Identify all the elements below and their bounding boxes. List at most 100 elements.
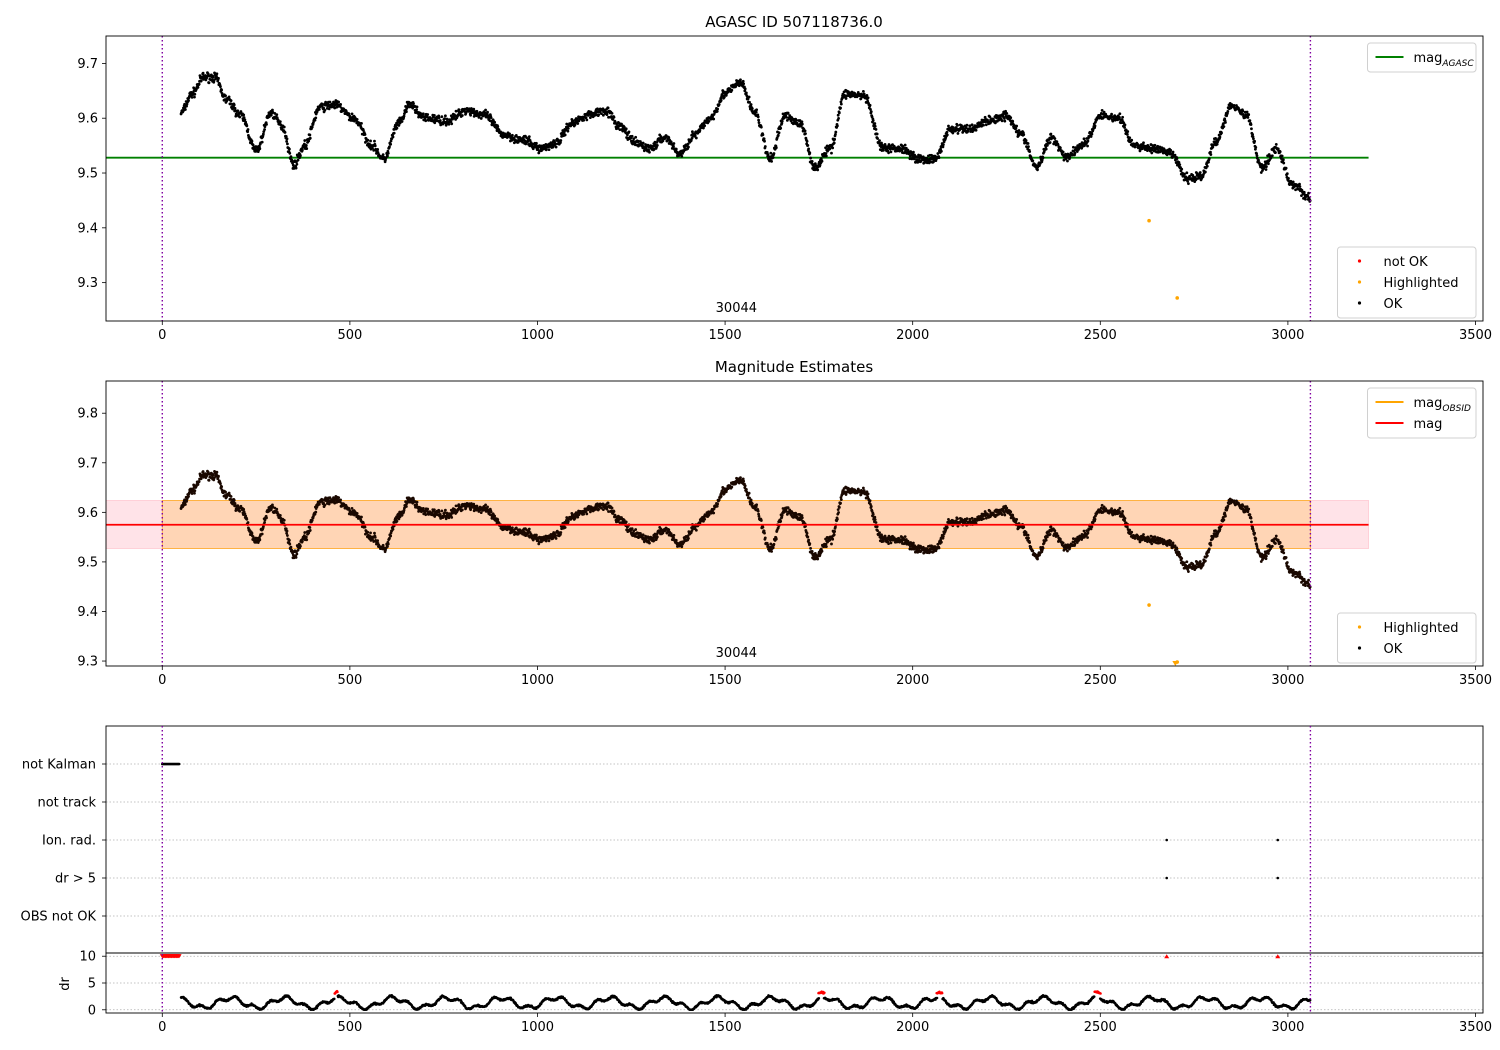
ok-point [207,478,211,482]
ok-point [1264,168,1268,171]
ok-point [1274,143,1278,146]
ok-point [808,151,812,155]
ok-point [832,141,836,145]
ok-point [868,103,872,107]
legend-box [1337,246,1477,319]
ok-point [1123,126,1126,129]
ok-point [724,94,728,97]
ok-point [1045,143,1049,147]
ok-point [477,115,481,119]
ok-point [576,122,580,125]
ok-point [648,150,651,154]
ok-point [291,161,294,165]
ok-point [566,129,570,133]
ok-point [1061,150,1065,154]
ok-point [1086,139,1090,143]
ok-point [624,520,628,524]
ok-point [1183,172,1186,176]
ok-point [795,118,798,122]
ok-point [243,512,247,516]
ok-point [833,137,837,141]
ok-point [486,505,489,509]
ok-point [300,539,304,543]
ok-points [179,71,1312,203]
ok-point [243,118,247,122]
ok-point [386,151,390,155]
ok-point [641,533,645,537]
ok-point [1281,158,1285,162]
ok-point [861,486,865,490]
ok-point [612,510,616,513]
ok-point [366,530,370,534]
ok-point [717,103,721,106]
ok-point [197,82,201,86]
ok-point [730,485,734,489]
ok-point [809,546,812,550]
ok-point [1307,191,1310,195]
ok-point [412,102,415,106]
ok-point [641,141,645,145]
legend-label-text: not OK [1384,255,1429,270]
ok-point [1027,145,1030,149]
ok-point [1130,138,1134,142]
ok-point [1026,142,1030,145]
ok-point [251,143,255,147]
ok-point [749,498,753,502]
ok-point [694,528,698,532]
ok-point [554,142,558,146]
ok-point [755,108,759,112]
ok-point [809,156,812,160]
ok-point [231,502,235,506]
ok-point [844,97,848,100]
ok-point [1090,132,1094,136]
ok-point [780,121,784,125]
ok-point [757,514,761,518]
ok-point [956,132,960,135]
ok-point [271,503,274,507]
ok-point [304,144,308,147]
y-tick-label: 9.5 [77,167,98,182]
ok-point [875,132,879,136]
ok-point [323,108,327,112]
ok-point [597,113,601,117]
ok-point [839,498,843,502]
ok-point [1218,135,1222,139]
ok-point [951,131,955,135]
ok-point [350,507,354,510]
ok-point [712,112,716,116]
ok-point [882,148,885,152]
ok-point [339,498,342,502]
ok-point [415,105,419,109]
ok-point [786,111,790,115]
ok-point [869,504,873,508]
ok-point [299,154,302,158]
ok-point [970,123,974,127]
ok-point [887,151,891,155]
ok-point [1015,124,1019,128]
ok-point [1175,157,1179,161]
ok-point [626,133,629,137]
ok-point [238,509,242,513]
legend-label-text: mag [1414,51,1443,66]
ok-point [397,124,401,127]
ok-point [229,495,233,498]
ok-point [421,506,425,510]
ok-point [282,518,286,522]
ok-point [690,136,694,140]
ok-point [605,113,609,117]
ok-point [1177,160,1181,164]
ok-point [712,117,716,121]
ok-point [618,128,622,132]
ok-point [219,482,222,486]
ok-point [730,88,734,92]
x-tick-label: 1500 [709,673,742,688]
ok-point [438,513,442,516]
ok-point [227,95,231,99]
ok-point [1302,190,1306,194]
ok-point [1280,154,1284,158]
ok-point [1220,131,1223,135]
ok-point [1040,158,1044,162]
ok-point [566,127,570,130]
ok-point [828,147,832,151]
ok-point [1001,113,1005,116]
